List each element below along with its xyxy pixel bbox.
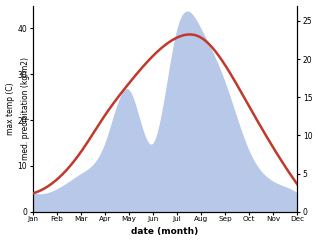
Y-axis label: med. precipitation (kg/m2): med. precipitation (kg/m2) — [21, 57, 30, 160]
Y-axis label: max temp (C): max temp (C) — [5, 82, 15, 135]
X-axis label: date (month): date (month) — [131, 227, 198, 236]
